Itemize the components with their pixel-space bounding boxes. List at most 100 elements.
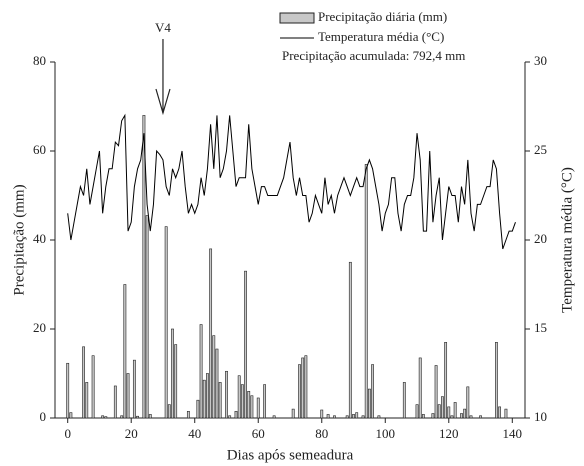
bar [355, 412, 359, 419]
y2-axis-title: Temperatura média (°C) [559, 167, 575, 313]
bar [164, 226, 168, 419]
bar [418, 357, 422, 419]
bar [206, 373, 209, 419]
y-tick-label: 0 [40, 409, 47, 424]
bar [91, 355, 95, 419]
bar [298, 364, 301, 419]
bar [272, 415, 276, 419]
y2-tick-label: 15 [534, 320, 547, 335]
bar [320, 409, 324, 419]
bar [199, 324, 203, 419]
y2-tick-label: 25 [534, 142, 547, 157]
bar [247, 390, 251, 419]
bar [450, 415, 454, 419]
bar [218, 382, 222, 419]
legend-swatch [279, 12, 315, 24]
bar [136, 415, 139, 419]
bar [371, 364, 374, 419]
bar [237, 375, 241, 419]
bar [460, 413, 463, 419]
annotation-arrowhead [155, 88, 171, 116]
bar [202, 379, 206, 419]
bar [85, 382, 89, 419]
bar [174, 344, 178, 419]
x-tick-label: 60 [252, 426, 265, 441]
bar [441, 396, 444, 419]
bar [69, 412, 73, 419]
bar [466, 386, 470, 419]
bar [415, 404, 419, 419]
bar [469, 415, 473, 419]
bar [444, 342, 448, 419]
y-tick-label: 40 [33, 231, 46, 246]
bar [209, 248, 213, 419]
bar [66, 362, 70, 419]
bar [434, 365, 438, 419]
temperature-line [67, 113, 516, 250]
bar [291, 408, 295, 419]
bar [431, 413, 435, 419]
bar [463, 408, 467, 419]
legend-label: Precipitação diária (mm) [318, 9, 447, 24]
bar [240, 384, 244, 419]
bar [348, 261, 352, 419]
x-tick-label: 40 [188, 426, 201, 441]
bar [225, 370, 228, 419]
bar [402, 382, 406, 419]
bar [498, 406, 502, 419]
bar [113, 385, 117, 419]
bar [421, 414, 425, 419]
bar [167, 404, 171, 419]
x-axis-title: Dias após semeadura [227, 447, 354, 463]
legend-label: Temperatura média (°C) [318, 29, 444, 44]
x-tick-label: 0 [64, 426, 71, 441]
bar [364, 164, 368, 419]
bar [228, 415, 232, 419]
y-tick-label: 60 [33, 142, 46, 157]
bar [186, 411, 190, 419]
bar [361, 415, 365, 419]
x-tick-label: 100 [376, 426, 396, 441]
bar [326, 414, 330, 419]
bar [148, 414, 152, 419]
y-axis-title: Precipitação (mm) [11, 184, 27, 295]
bar [215, 348, 219, 419]
bar [244, 270, 247, 419]
bar [250, 395, 254, 419]
bar [234, 411, 238, 419]
bar [132, 359, 136, 419]
bar [82, 346, 85, 419]
bar [263, 384, 267, 419]
y2-tick-label: 10 [534, 409, 547, 424]
bar [377, 415, 381, 419]
bar [345, 415, 349, 419]
bar [196, 399, 200, 419]
bar [453, 402, 457, 419]
bar [352, 414, 355, 419]
y-tick-label: 80 [33, 53, 46, 68]
bar [142, 115, 146, 419]
bar [479, 415, 482, 419]
bar [123, 284, 127, 419]
bar [256, 397, 260, 419]
bar [495, 342, 498, 419]
bar [171, 328, 174, 419]
bar [447, 406, 451, 419]
bar [304, 355, 308, 419]
x-tick-label: 120 [439, 426, 459, 441]
bar [301, 357, 305, 419]
bar [120, 415, 124, 419]
bar [367, 388, 371, 419]
bar [104, 416, 108, 419]
y2-tick-label: 30 [534, 53, 547, 68]
bar [212, 335, 216, 419]
annotation: Precipitação acumulada: 792,4 mm [282, 48, 465, 63]
bar [333, 415, 336, 419]
bar [126, 373, 130, 419]
bar [145, 215, 149, 419]
bar [437, 404, 441, 419]
x-tick-label: 140 [503, 426, 523, 441]
y-tick-label: 20 [33, 320, 46, 335]
bar [504, 408, 508, 419]
